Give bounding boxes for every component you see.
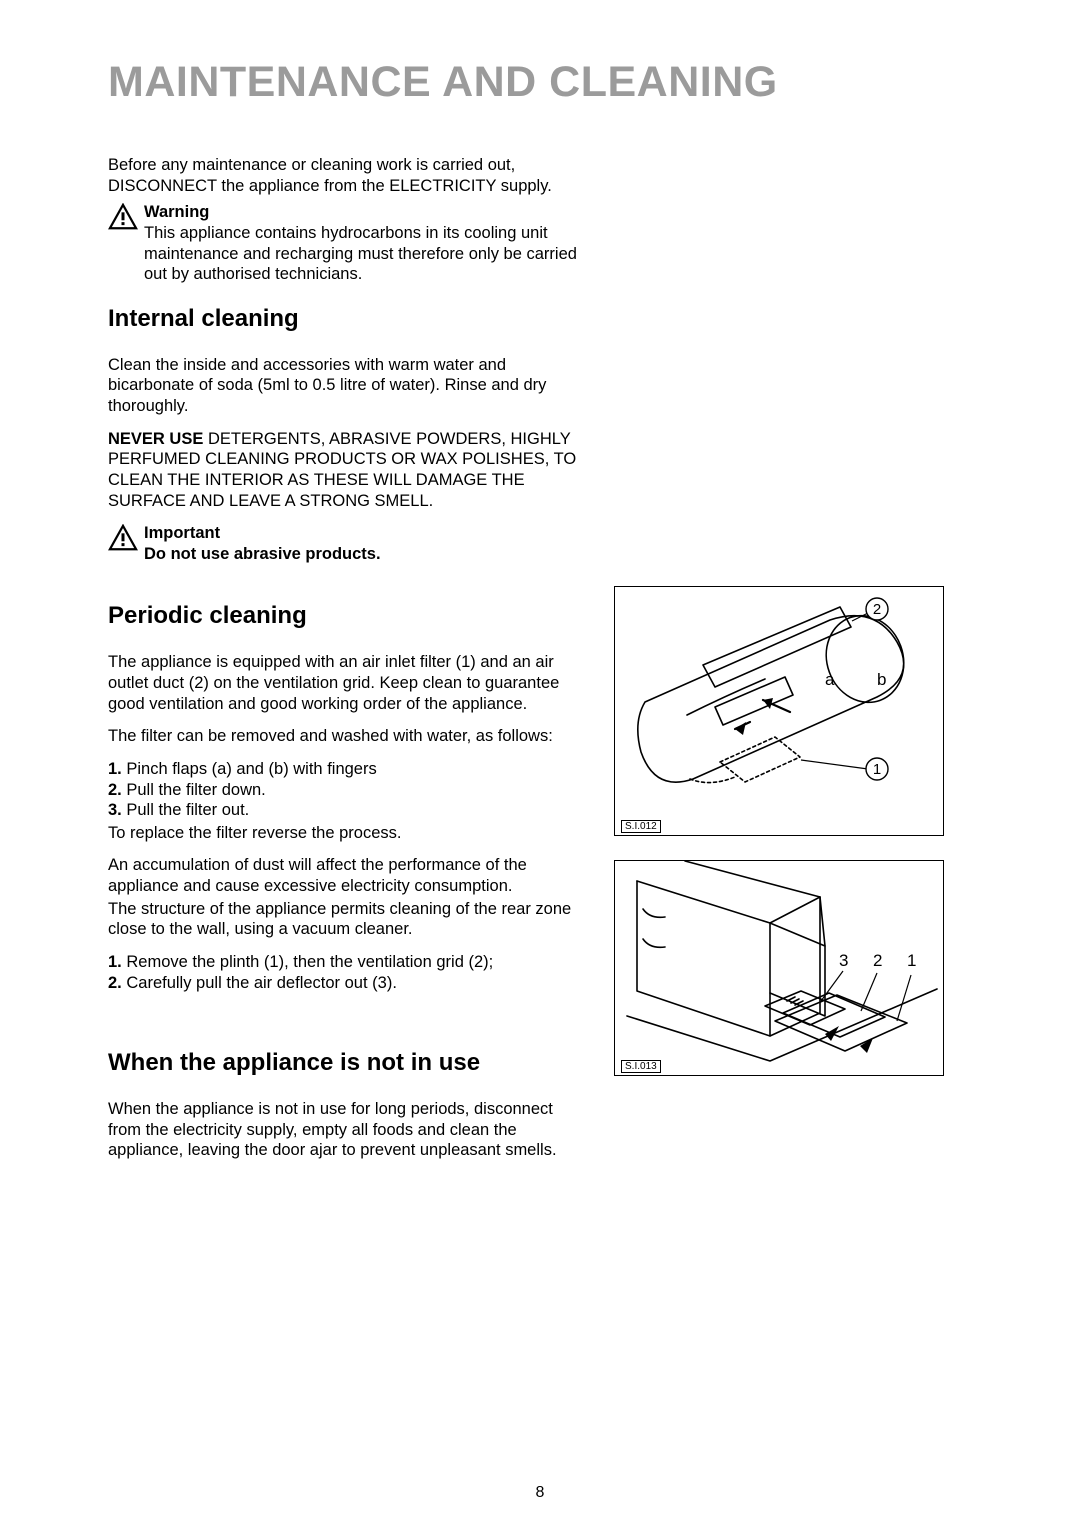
figure-2-svg: 3 2 1 [615, 861, 945, 1077]
figure-1-caption: S.I.012 [621, 820, 661, 833]
internal-p1: Clean the inside and accessories with wa… [108, 355, 578, 417]
important-body: Do not use abrasive products. [144, 545, 381, 563]
periodic-p3: To replace the filter reverse the proces… [108, 823, 578, 844]
periodic-p2: The filter can be removed and washed wit… [108, 726, 578, 747]
periodic-p4: An accumulation of dust will affect the … [108, 855, 578, 896]
figure-2: 3 2 1 S.I.013 [614, 860, 944, 1076]
step-a2: Pull the filter down. [126, 781, 265, 799]
important-title: Important [144, 524, 220, 542]
periodic-p1: The appliance is equipped with an air in… [108, 652, 578, 714]
fig2-label-1: 1 [907, 951, 916, 970]
warning-title: Warning [144, 203, 209, 221]
step-b2: Carefully pull the air deflector out (3)… [126, 974, 397, 992]
periodic-p5: The structure of the appliance permits c… [108, 899, 578, 940]
internal-never: NEVER USE DETERGENTS, ABRASIVE POWDERS, … [108, 429, 578, 512]
step-a1: Pinch flaps (a) and (b) with fingers [126, 760, 376, 778]
warning-icon [108, 203, 138, 231]
internal-heading: Internal cleaning [108, 305, 972, 333]
notinuse-heading: When the appliance is not in use [108, 1049, 578, 1077]
fig2-label-2: 2 [873, 951, 882, 970]
fig1-label-1: 1 [873, 761, 881, 778]
warning-block: Warning This appliance contains hydrocar… [108, 202, 578, 285]
intro-text: Before any maintenance or cleaning work … [108, 155, 578, 196]
figure-1: 2 1 a b S.I.012 [614, 586, 944, 836]
never-label: NEVER USE [108, 430, 203, 448]
warning-icon [108, 524, 138, 552]
fig1-label-b: b [877, 670, 886, 689]
step-b1: Remove the plinth (1), then the ventilat… [126, 953, 493, 971]
important-block: Important Do not use abrasive products. [108, 523, 578, 564]
warning-body: This appliance contains hydrocarbons in … [144, 224, 577, 283]
page-number: 8 [0, 1484, 1080, 1502]
fig2-label-3: 3 [839, 951, 848, 970]
periodic-steps-a: 1. Pinch flaps (a) and (b) with fingers … [108, 759, 578, 821]
step-a3: Pull the filter out. [126, 801, 249, 819]
periodic-heading: Periodic cleaning [108, 602, 578, 630]
fig1-label-a: a [825, 670, 835, 689]
figure-1-svg: 2 1 a b [615, 587, 945, 837]
periodic-steps-b: 1. Remove the plinth (1), then the venti… [108, 952, 578, 993]
figure-2-caption: S.I.013 [621, 1060, 661, 1073]
notinuse-body: When the appliance is not in use for lon… [108, 1099, 578, 1161]
page-title: MAINTENANCE AND CLEANING [108, 58, 972, 107]
fig1-label-2: 2 [873, 601, 881, 618]
